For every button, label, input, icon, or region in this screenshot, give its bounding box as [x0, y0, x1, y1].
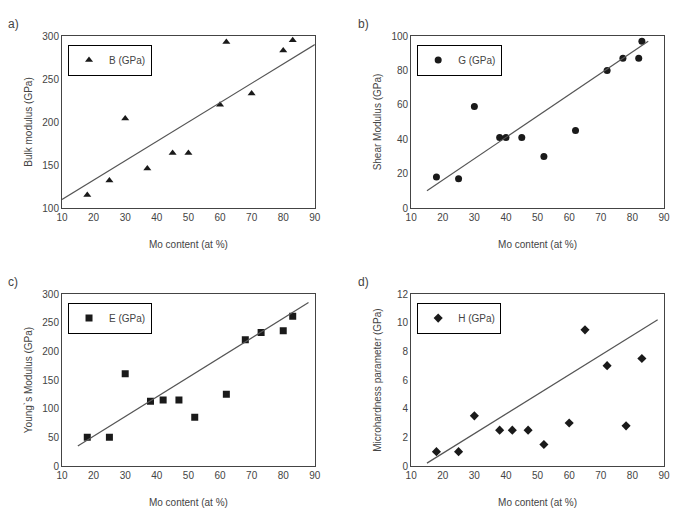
svg-text:30: 30 — [120, 212, 132, 223]
svg-text:Young`s Modulus (GPa): Young`s Modulus (GPa) — [23, 327, 34, 433]
svg-text:c): c) — [8, 275, 18, 289]
svg-text:80: 80 — [627, 212, 639, 223]
svg-text:Mo content (at %): Mo content (at %) — [498, 497, 577, 508]
svg-text:90: 90 — [309, 212, 321, 223]
svg-text:70: 70 — [595, 212, 607, 223]
svg-text:0: 0 — [403, 203, 409, 214]
svg-text:30: 30 — [469, 212, 481, 223]
svg-text:90: 90 — [658, 470, 670, 481]
svg-text:8: 8 — [403, 346, 409, 357]
svg-text:0: 0 — [403, 461, 409, 472]
svg-text:50: 50 — [532, 470, 544, 481]
svg-text:E (GPa): E (GPa) — [109, 313, 145, 324]
svg-text:100: 100 — [42, 203, 59, 214]
svg-text:10: 10 — [406, 212, 418, 223]
svg-text:12: 12 — [397, 289, 409, 300]
svg-text:50: 50 — [183, 212, 195, 223]
svg-text:20: 20 — [397, 168, 409, 179]
svg-text:4: 4 — [403, 403, 409, 414]
svg-text:40: 40 — [500, 212, 512, 223]
svg-text:100: 100 — [391, 31, 408, 42]
svg-text:B (GPa): B (GPa) — [109, 55, 145, 66]
svg-text:150: 150 — [42, 375, 59, 386]
svg-text:80: 80 — [278, 212, 290, 223]
svg-text:20: 20 — [88, 470, 100, 481]
svg-text:90: 90 — [309, 470, 321, 481]
svg-text:250: 250 — [42, 74, 59, 85]
svg-text:50: 50 — [183, 470, 195, 481]
svg-text:40: 40 — [500, 470, 512, 481]
svg-text:Mo content (at %): Mo content (at %) — [498, 239, 577, 250]
svg-text:60: 60 — [214, 212, 226, 223]
svg-text:200: 200 — [42, 346, 59, 357]
svg-text:20: 20 — [437, 212, 449, 223]
svg-text:80: 80 — [397, 65, 409, 76]
svg-text:H (GPa): H (GPa) — [458, 313, 495, 324]
svg-text:Shear Modulus (GPa): Shear Modulus (GPa) — [372, 74, 383, 171]
svg-text:70: 70 — [246, 470, 258, 481]
svg-text:40: 40 — [397, 134, 409, 145]
svg-text:30: 30 — [469, 470, 481, 481]
svg-text:150: 150 — [42, 160, 59, 171]
svg-text:30: 30 — [120, 470, 132, 481]
svg-text:50: 50 — [48, 432, 60, 443]
svg-text:Microhardness parameter (GPa): Microhardness parameter (GPa) — [372, 308, 383, 451]
svg-text:10: 10 — [56, 212, 68, 223]
svg-text:0: 0 — [53, 461, 59, 472]
svg-text:60: 60 — [564, 212, 576, 223]
svg-text:90: 90 — [658, 212, 670, 223]
svg-text:10: 10 — [406, 470, 418, 481]
svg-text:Mo content (at %): Mo content (at %) — [149, 239, 228, 250]
svg-text:Bulk modulus (GPa): Bulk modulus (GPa) — [23, 77, 34, 166]
svg-text:60: 60 — [397, 99, 409, 110]
svg-text:40: 40 — [151, 470, 163, 481]
svg-text:50: 50 — [532, 212, 544, 223]
svg-text:6: 6 — [403, 375, 409, 386]
svg-text:20: 20 — [437, 470, 449, 481]
svg-text:200: 200 — [42, 117, 59, 128]
svg-text:300: 300 — [42, 289, 59, 300]
svg-text:100: 100 — [42, 403, 59, 414]
svg-text:60: 60 — [214, 470, 226, 481]
svg-text:40: 40 — [151, 212, 163, 223]
svg-text:b): b) — [358, 17, 369, 31]
svg-text:d): d) — [358, 275, 369, 289]
svg-text:Mo content (at %): Mo content (at %) — [149, 497, 228, 508]
svg-text:a): a) — [8, 17, 19, 31]
svg-text:80: 80 — [278, 470, 290, 481]
svg-text:80: 80 — [627, 470, 639, 481]
svg-text:G (GPa): G (GPa) — [458, 55, 495, 66]
svg-text:70: 70 — [246, 212, 258, 223]
svg-text:300: 300 — [42, 31, 59, 42]
svg-text:250: 250 — [42, 317, 59, 328]
svg-text:20: 20 — [88, 212, 100, 223]
svg-text:10: 10 — [397, 317, 409, 328]
svg-text:70: 70 — [595, 470, 607, 481]
svg-text:60: 60 — [564, 470, 576, 481]
svg-text:10: 10 — [56, 470, 68, 481]
svg-text:2: 2 — [403, 432, 409, 443]
